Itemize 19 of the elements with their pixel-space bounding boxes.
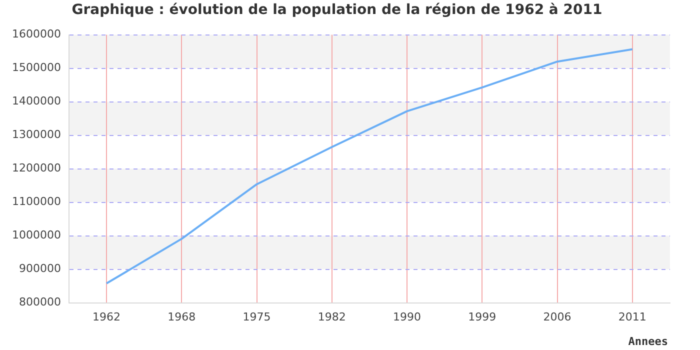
y-tick-label: 1600000	[12, 28, 61, 41]
chart-title: Graphique : évolution de la population de la région de 1962 à 2011	[72, 2, 602, 18]
y-tick-label: 1000000	[12, 228, 61, 242]
y-tick-label: 800000	[18, 296, 61, 309]
x-tick-label: 1990	[393, 310, 422, 324]
x-tick-label: 1982	[318, 310, 346, 324]
y-tick-label: 1500000	[12, 61, 61, 74]
x-tick-label: 2011	[618, 310, 646, 324]
y-tick-label: 1300000	[12, 128, 61, 142]
x-tick-label: 1999	[468, 310, 496, 324]
x-axis-title: Annees	[628, 335, 668, 348]
x-tick-label: 2006	[543, 310, 572, 324]
y-tick-label: 1400000	[12, 94, 61, 108]
x-tick-label: 1968	[168, 310, 196, 324]
x-tick-label: 1975	[242, 310, 271, 324]
x-tick-label: 1962	[92, 310, 121, 324]
y-tick-label: 900000	[18, 262, 61, 276]
y-tick-label: 1100000	[12, 195, 61, 208]
y-tick-label: 1200000	[12, 162, 61, 175]
